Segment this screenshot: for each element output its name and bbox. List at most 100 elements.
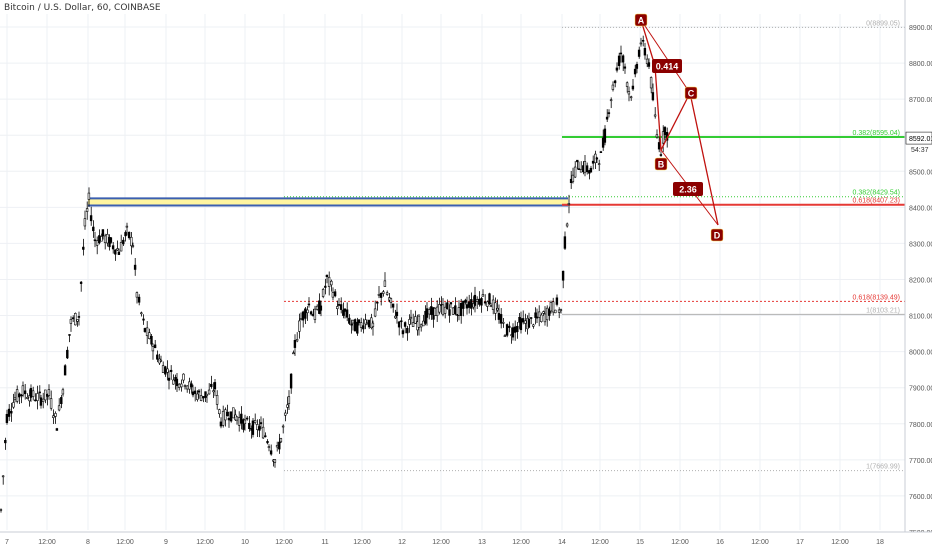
candle-body xyxy=(403,322,407,327)
candle-body xyxy=(619,52,623,55)
candle-body xyxy=(491,299,495,310)
candle-body xyxy=(295,339,299,342)
fib-level-label: 0.382(8429.54) xyxy=(853,190,900,197)
candle-body xyxy=(473,294,477,306)
candle-body xyxy=(68,334,71,336)
time-tick-label: 14 xyxy=(558,539,566,546)
candle-body xyxy=(83,218,87,227)
candle-body xyxy=(169,369,173,372)
time-tick-label: 12:00 xyxy=(432,539,450,546)
candle-body xyxy=(159,359,163,362)
candle-body xyxy=(143,328,147,332)
candle-body xyxy=(41,398,45,402)
pattern-point-label: D xyxy=(714,231,721,241)
candle-body xyxy=(156,354,159,360)
price-tick-label: 8900.00 xyxy=(909,25,932,32)
candle-body xyxy=(382,291,385,294)
candle-body xyxy=(494,302,497,314)
candle-body xyxy=(348,317,351,324)
candle-body xyxy=(101,229,105,237)
candle-body xyxy=(38,391,41,394)
candle-body xyxy=(77,316,81,318)
candle-body xyxy=(221,410,225,426)
candle-body xyxy=(125,225,129,228)
candle-body xyxy=(180,383,183,388)
gridlines xyxy=(0,14,905,533)
candle-body xyxy=(34,399,37,402)
candle-body xyxy=(383,280,387,287)
candle-body xyxy=(481,294,485,297)
price-tick-label: 8000.00 xyxy=(909,350,932,357)
candle-body xyxy=(131,245,135,247)
candle-body xyxy=(242,419,245,430)
candle-body xyxy=(621,55,625,63)
candle-body xyxy=(61,389,65,395)
candle-body xyxy=(373,308,377,317)
candle-body xyxy=(106,233,109,244)
candle-body xyxy=(563,236,567,249)
candle-body xyxy=(401,330,405,335)
candle-body xyxy=(74,313,77,326)
candle-body xyxy=(23,390,27,395)
candle-body xyxy=(315,305,319,310)
candle-body xyxy=(235,416,239,421)
candle-body xyxy=(497,313,501,320)
candle-body xyxy=(196,393,199,400)
candle-body xyxy=(267,446,271,448)
candle-body xyxy=(511,327,515,338)
candle-body xyxy=(408,319,411,325)
candle-body xyxy=(467,301,471,308)
candle-body xyxy=(565,223,569,227)
candle-body xyxy=(505,324,509,336)
candle-body xyxy=(92,226,95,232)
time-tick-label: 15 xyxy=(636,539,644,546)
candle-body xyxy=(39,397,43,406)
candle-body xyxy=(167,377,171,381)
candle-body xyxy=(47,389,51,396)
candle-body xyxy=(119,242,123,252)
candle-body xyxy=(309,311,313,315)
candle-body xyxy=(535,316,539,319)
candle-body xyxy=(647,62,651,67)
candle-body xyxy=(478,298,481,305)
candle-body xyxy=(161,365,165,373)
candle-body xyxy=(287,396,291,404)
candle-body xyxy=(284,412,287,416)
candle-body xyxy=(595,157,599,160)
candle-body xyxy=(29,388,33,398)
countdown-label: 54:37 xyxy=(911,147,929,154)
candle-body xyxy=(548,308,551,316)
candle-body xyxy=(313,308,317,320)
candle-body xyxy=(607,112,611,114)
candle-body xyxy=(519,318,523,331)
candle-body xyxy=(422,320,425,327)
time-tick-label: 12:00 xyxy=(196,539,214,546)
candle-body xyxy=(145,327,149,337)
candle-body xyxy=(446,302,449,310)
time-tick-label: 12:00 xyxy=(353,539,371,546)
price-tick-label: 8200.00 xyxy=(909,277,932,284)
price-axis-bg xyxy=(905,0,932,550)
candle-body xyxy=(345,309,349,318)
candle-body xyxy=(480,298,483,306)
candle-body xyxy=(462,300,465,309)
candle-body xyxy=(224,409,227,421)
candle-body xyxy=(256,424,259,430)
candle-body xyxy=(457,307,461,316)
candle-body xyxy=(172,379,175,385)
time-axis: 7 12:00 8 12:00 9 12:00 10 12:00 11 12:00 12 12:00 1… xyxy=(0,531,932,550)
candle-body xyxy=(489,305,493,307)
candle-body xyxy=(649,77,653,89)
candle-body xyxy=(190,383,193,388)
candle-body xyxy=(659,154,663,156)
pattern-ratio-label: 2.36 xyxy=(679,185,697,195)
candle-body xyxy=(306,309,309,314)
candle-body xyxy=(615,67,619,71)
candle-body xyxy=(89,215,93,222)
candle-body xyxy=(609,99,613,102)
candle-body xyxy=(150,335,153,345)
time-tick-label: 17 xyxy=(796,539,804,546)
candle-body xyxy=(237,417,241,426)
time-tick-label: 12:00 xyxy=(671,539,689,546)
